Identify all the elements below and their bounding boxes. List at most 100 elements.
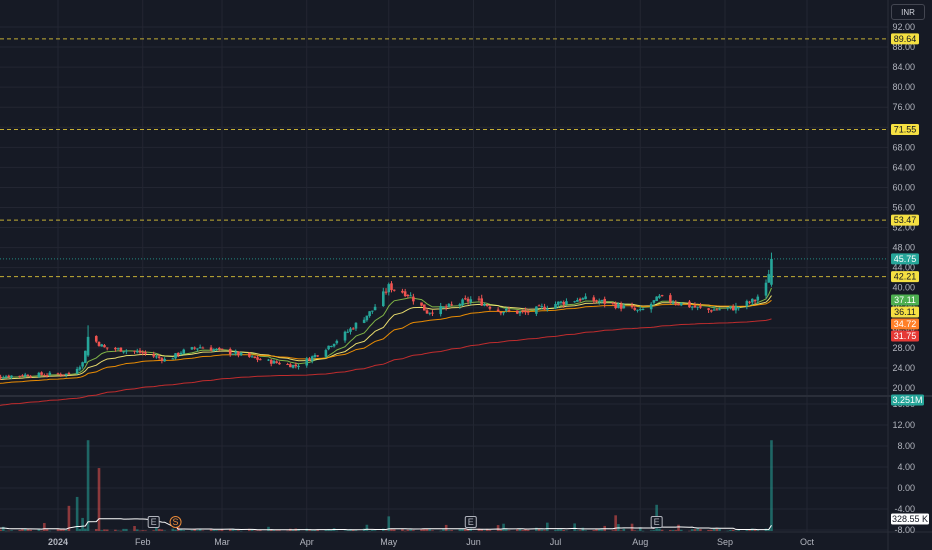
candle-body	[133, 350, 136, 352]
candle-body	[97, 341, 101, 346]
candle-body	[217, 347, 221, 349]
candle-body	[592, 297, 596, 302]
candle-body	[658, 295, 661, 298]
volume-bar	[239, 530, 243, 532]
price-tick-label: 48.00	[892, 243, 915, 253]
volume-tick-label: 8.00	[897, 441, 915, 451]
volume-bar	[554, 529, 557, 532]
volume-bar	[84, 528, 87, 532]
candle-body	[712, 309, 716, 311]
volume-bar	[116, 530, 120, 532]
volume-bar	[387, 516, 391, 532]
candle-body	[554, 303, 557, 309]
candle-body	[215, 348, 218, 350]
candle-body	[737, 307, 740, 309]
volume-bar	[521, 530, 525, 532]
event-marker	[464, 516, 477, 528]
event-marker	[147, 516, 160, 528]
candle-body	[406, 294, 410, 296]
time-axis[interactable]: 2024 Feb Mar Apr May Jun Jul Aug Sep Oct	[48, 537, 815, 547]
ema-slow-line	[0, 299, 772, 384]
volume-bar	[710, 529, 713, 532]
horizontal-levels[interactable]	[0, 38, 888, 278]
candle-body	[431, 312, 434, 314]
volume-bar	[308, 530, 311, 532]
volume-bar	[371, 529, 374, 532]
candle-body	[677, 304, 680, 306]
candle-body	[671, 302, 675, 304]
volume-bar	[734, 530, 738, 532]
volume-bar	[767, 529, 771, 532]
volume-bar	[275, 530, 278, 532]
volume-tick-label: 12.00	[892, 420, 915, 430]
volume-bar	[209, 528, 213, 532]
candle-body	[125, 350, 128, 352]
volume-bar	[461, 529, 464, 532]
candle-body	[381, 291, 385, 307]
candle-body	[524, 310, 527, 313]
candle-body	[0, 376, 2, 378]
volume-bar	[469, 528, 473, 532]
candle-body	[674, 302, 678, 304]
volume-bar	[726, 530, 730, 532]
volume-bar	[103, 529, 106, 532]
candle-body	[368, 311, 371, 317]
volume-bar	[81, 517, 84, 532]
volume-bar	[2, 526, 5, 532]
candle-body	[507, 309, 511, 311]
volume-bar	[48, 530, 52, 532]
candle-body	[21, 375, 24, 377]
currency-button[interactable]: INR	[891, 4, 925, 20]
candle-body	[330, 346, 333, 348]
volume-bar	[62, 528, 65, 532]
candle-body	[67, 373, 71, 375]
candle-body	[362, 319, 366, 323]
volume-bar	[138, 530, 142, 532]
candle-body	[401, 290, 404, 293]
candle-body	[26, 374, 30, 377]
candle-body	[748, 301, 751, 303]
candle-body	[135, 351, 139, 353]
volume-bar	[712, 528, 716, 532]
volume-ma-line	[0, 518, 772, 531]
candle-body	[94, 336, 98, 342]
price-tick-label: 92.00	[892, 22, 915, 32]
volume-bar	[324, 529, 328, 532]
candle-body	[256, 357, 259, 360]
candle-body	[584, 296, 587, 300]
candle-body	[731, 306, 735, 311]
candle-body	[291, 364, 295, 368]
volume-ma-badge	[891, 513, 929, 525]
volume-bar	[64, 530, 68, 532]
volume-bar	[220, 528, 224, 532]
candle-body	[116, 348, 120, 350]
candle-body	[7, 375, 11, 378]
candle-body	[450, 304, 453, 306]
volume-bar	[390, 528, 393, 532]
volume-tick-label: 0.00	[897, 483, 915, 493]
time-tick-label: May	[380, 537, 398, 547]
volume-bar	[409, 529, 412, 532]
candle-body	[373, 306, 377, 311]
volume-bar	[392, 529, 396, 532]
volume-bar	[10, 530, 13, 532]
candle-body	[190, 347, 194, 350]
candles	[0, 252, 773, 380]
candle-body	[485, 304, 489, 307]
volume-bar	[56, 528, 60, 532]
volume-bar	[652, 530, 656, 532]
volume-bar	[425, 528, 429, 532]
candle-body	[272, 360, 276, 364]
candle-body	[196, 348, 199, 350]
candle-body	[597, 301, 601, 303]
candle-body	[160, 358, 164, 361]
volume-bar	[37, 529, 41, 532]
candle-body	[248, 352, 251, 357]
ma-badge	[891, 318, 919, 330]
volume-bar	[745, 529, 749, 532]
volume-bar	[450, 530, 453, 532]
candle-body	[253, 356, 257, 359]
level-badge-text: 53.47	[894, 215, 917, 225]
